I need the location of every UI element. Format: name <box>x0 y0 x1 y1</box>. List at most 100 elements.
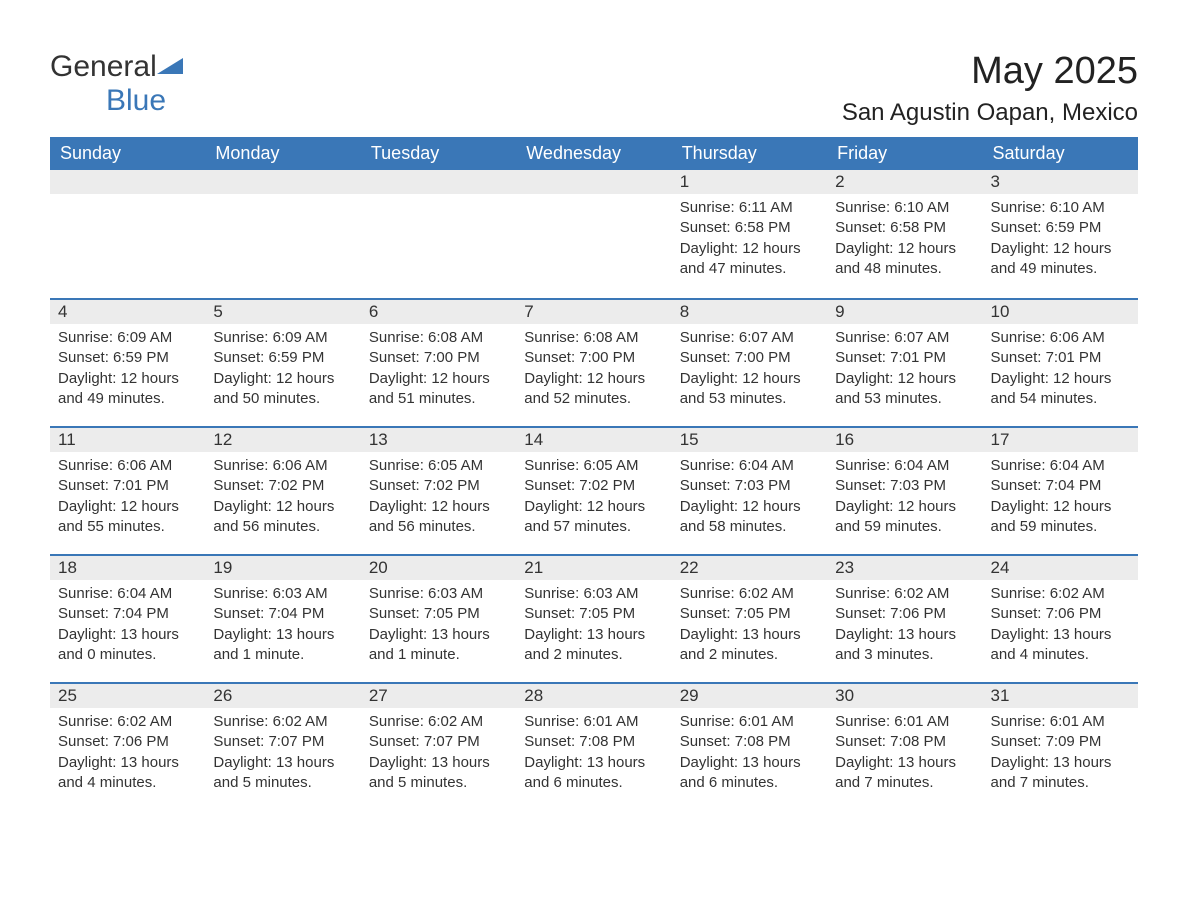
calendar-cell: 23Sunrise: 6:02 AMSunset: 7:06 PMDayligh… <box>827 554 982 682</box>
sunset-text: Sunset: 7:00 PM <box>680 348 819 368</box>
day-content: Sunrise: 6:02 AMSunset: 7:07 PMDaylight:… <box>205 708 360 799</box>
logo-text-general: General <box>50 50 157 83</box>
sunrise-text: Sunrise: 6:02 AM <box>213 712 352 732</box>
sunrise-text: Sunrise: 6:07 AM <box>680 328 819 348</box>
sunset-text: Sunset: 7:03 PM <box>680 476 819 496</box>
daylight-text: Daylight: 12 hours and 49 minutes. <box>991 239 1130 280</box>
weekday-header: Wednesday <box>516 137 671 170</box>
day-content: Sunrise: 6:09 AMSunset: 6:59 PMDaylight:… <box>205 324 360 415</box>
daylight-text: Daylight: 12 hours and 51 minutes. <box>369 369 508 410</box>
daylight-text: Daylight: 12 hours and 56 minutes. <box>369 497 508 538</box>
sunset-text: Sunset: 7:05 PM <box>524 604 663 624</box>
calendar-cell: 28Sunrise: 6:01 AMSunset: 7:08 PMDayligh… <box>516 682 671 810</box>
weekday-header: Tuesday <box>361 137 516 170</box>
day-number: 18 <box>50 554 205 580</box>
calendar-table: SundayMondayTuesdayWednesdayThursdayFrid… <box>50 137 1138 810</box>
sunrise-text: Sunrise: 6:01 AM <box>524 712 663 732</box>
weekday-header: Sunday <box>50 137 205 170</box>
daylight-text: Daylight: 13 hours and 2 minutes. <box>680 625 819 666</box>
day-number: 9 <box>827 298 982 324</box>
weekday-header: Friday <box>827 137 982 170</box>
calendar-cell: 5Sunrise: 6:09 AMSunset: 6:59 PMDaylight… <box>205 298 360 426</box>
daylight-text: Daylight: 12 hours and 47 minutes. <box>680 239 819 280</box>
sunrise-text: Sunrise: 6:05 AM <box>524 456 663 476</box>
sunset-text: Sunset: 7:02 PM <box>369 476 508 496</box>
sunrise-text: Sunrise: 6:03 AM <box>524 584 663 604</box>
daylight-text: Daylight: 12 hours and 50 minutes. <box>213 369 352 410</box>
sunrise-text: Sunrise: 6:03 AM <box>213 584 352 604</box>
sunset-text: Sunset: 7:06 PM <box>835 604 974 624</box>
sunset-text: Sunset: 7:03 PM <box>835 476 974 496</box>
daylight-text: Daylight: 13 hours and 1 minute. <box>213 625 352 666</box>
day-content: Sunrise: 6:04 AMSunset: 7:04 PMDaylight:… <box>983 452 1138 543</box>
sunrise-text: Sunrise: 6:02 AM <box>680 584 819 604</box>
empty-day <box>205 170 360 194</box>
day-number: 4 <box>50 298 205 324</box>
calendar-week-row: 11Sunrise: 6:06 AMSunset: 7:01 PMDayligh… <box>50 426 1138 554</box>
daylight-text: Daylight: 13 hours and 7 minutes. <box>835 753 974 794</box>
sunrise-text: Sunrise: 6:02 AM <box>369 712 508 732</box>
day-number: 19 <box>205 554 360 580</box>
calendar-week-row: 1Sunrise: 6:11 AMSunset: 6:58 PMDaylight… <box>50 170 1138 298</box>
sunrise-text: Sunrise: 6:11 AM <box>680 198 819 218</box>
logo-text: General Blue <box>50 50 187 118</box>
calendar-cell: 18Sunrise: 6:04 AMSunset: 7:04 PMDayligh… <box>50 554 205 682</box>
day-content: Sunrise: 6:08 AMSunset: 7:00 PMDaylight:… <box>516 324 671 415</box>
calendar-cell: 19Sunrise: 6:03 AMSunset: 7:04 PMDayligh… <box>205 554 360 682</box>
daylight-text: Daylight: 12 hours and 58 minutes. <box>680 497 819 538</box>
sunset-text: Sunset: 7:01 PM <box>58 476 197 496</box>
sunset-text: Sunset: 7:00 PM <box>369 348 508 368</box>
day-number: 7 <box>516 298 671 324</box>
daylight-text: Daylight: 13 hours and 1 minute. <box>369 625 508 666</box>
day-content: Sunrise: 6:01 AMSunset: 7:08 PMDaylight:… <box>516 708 671 799</box>
day-content: Sunrise: 6:07 AMSunset: 7:00 PMDaylight:… <box>672 324 827 415</box>
day-number: 1 <box>672 170 827 194</box>
calendar-cell <box>516 170 671 298</box>
sunrise-text: Sunrise: 6:10 AM <box>991 198 1130 218</box>
calendar-cell: 20Sunrise: 6:03 AMSunset: 7:05 PMDayligh… <box>361 554 516 682</box>
day-number: 22 <box>672 554 827 580</box>
day-number: 28 <box>516 682 671 708</box>
day-content: Sunrise: 6:06 AMSunset: 7:01 PMDaylight:… <box>983 324 1138 415</box>
calendar-cell: 12Sunrise: 6:06 AMSunset: 7:02 PMDayligh… <box>205 426 360 554</box>
daylight-text: Daylight: 12 hours and 53 minutes. <box>835 369 974 410</box>
calendar-cell <box>205 170 360 298</box>
sunset-text: Sunset: 7:02 PM <box>213 476 352 496</box>
empty-day <box>361 170 516 194</box>
sunset-text: Sunset: 6:58 PM <box>680 218 819 238</box>
day-content: Sunrise: 6:02 AMSunset: 7:06 PMDaylight:… <box>827 580 982 671</box>
header: General Blue May 2025 San Agustin Oapan,… <box>50 50 1138 127</box>
sunset-text: Sunset: 7:07 PM <box>213 732 352 752</box>
calendar-cell: 25Sunrise: 6:02 AMSunset: 7:06 PMDayligh… <box>50 682 205 810</box>
daylight-text: Daylight: 12 hours and 49 minutes. <box>58 369 197 410</box>
empty-day <box>516 170 671 194</box>
day-content: Sunrise: 6:04 AMSunset: 7:03 PMDaylight:… <box>827 452 982 543</box>
day-content: Sunrise: 6:04 AMSunset: 7:04 PMDaylight:… <box>50 580 205 671</box>
sunset-text: Sunset: 7:06 PM <box>991 604 1130 624</box>
day-number: 3 <box>983 170 1138 194</box>
daylight-text: Daylight: 13 hours and 6 minutes. <box>680 753 819 794</box>
sunrise-text: Sunrise: 6:02 AM <box>58 712 197 732</box>
daylight-text: Daylight: 13 hours and 5 minutes. <box>213 753 352 794</box>
day-number: 8 <box>672 298 827 324</box>
sunset-text: Sunset: 7:05 PM <box>369 604 508 624</box>
daylight-text: Daylight: 12 hours and 59 minutes. <box>835 497 974 538</box>
daylight-text: Daylight: 12 hours and 54 minutes. <box>991 369 1130 410</box>
sunset-text: Sunset: 7:00 PM <box>524 348 663 368</box>
day-content: Sunrise: 6:06 AMSunset: 7:01 PMDaylight:… <box>50 452 205 543</box>
day-number: 2 <box>827 170 982 194</box>
day-content: Sunrise: 6:01 AMSunset: 7:09 PMDaylight:… <box>983 708 1138 799</box>
calendar-cell: 3Sunrise: 6:10 AMSunset: 6:59 PMDaylight… <box>983 170 1138 298</box>
sunrise-text: Sunrise: 6:04 AM <box>835 456 974 476</box>
sunrise-text: Sunrise: 6:08 AM <box>524 328 663 348</box>
calendar-cell: 1 Sunrise: 6:11 AMSunset: 6:58 PMDaylight… <box>672 170 827 298</box>
day-content: Sunrise: 6:01 AMSunset: 7:08 PMDaylight:… <box>827 708 982 799</box>
day-number: 16 <box>827 426 982 452</box>
calendar-cell: 22Sunrise: 6:02 AMSunset: 7:05 PMDayligh… <box>672 554 827 682</box>
daylight-text: Daylight: 12 hours and 56 minutes. <box>213 497 352 538</box>
daylight-text: Daylight: 12 hours and 52 minutes. <box>524 369 663 410</box>
daylight-text: Daylight: 12 hours and 57 minutes. <box>524 497 663 538</box>
calendar-cell: 30Sunrise: 6:01 AMSunset: 7:08 PMDayligh… <box>827 682 982 810</box>
sunrise-text: Sunrise: 6:10 AM <box>835 198 974 218</box>
calendar-cell: 10Sunrise: 6:06 AMSunset: 7:01 PMDayligh… <box>983 298 1138 426</box>
